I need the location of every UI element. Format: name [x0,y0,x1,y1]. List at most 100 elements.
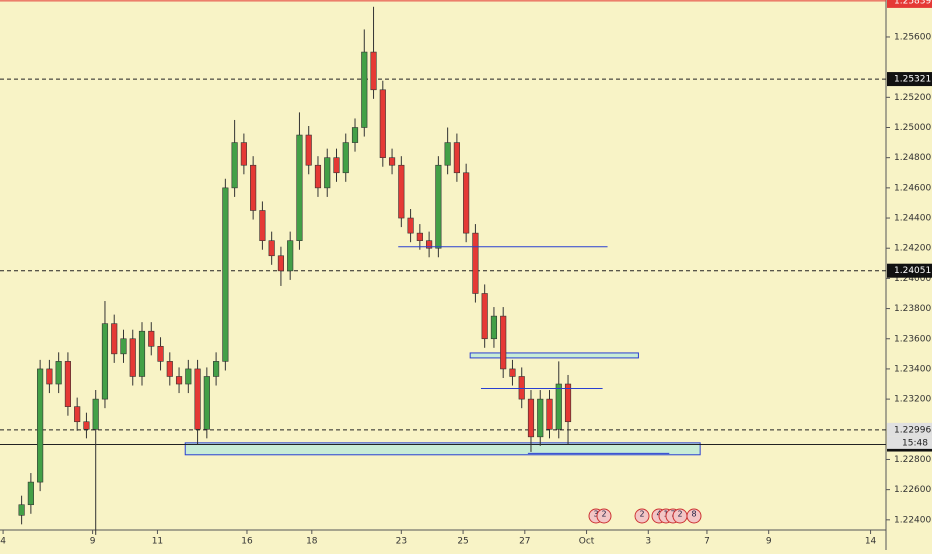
candle-body [453,142,460,174]
candle-body [546,398,553,430]
candle-body [277,255,285,272]
candle-body [314,164,322,189]
candle-body [287,240,294,272]
level-label: 1.25839 [894,0,931,6]
event-marker [634,508,650,524]
candle-body [268,240,275,257]
candle-body [55,361,62,385]
x-tick-label: 9 [766,537,772,547]
x-tick-label: 23 [396,537,407,547]
level-label-bg [887,0,932,8]
candle-body [101,323,109,400]
candle-body [64,361,71,407]
level-label: 1.25321 [894,75,931,85]
candle-body [129,338,136,377]
level-label: 1.24051 [894,266,931,276]
candle-body [111,323,118,355]
candle-body [370,51,377,91]
candle-body [213,361,220,377]
y-tick-label: 1.22600 [894,485,931,495]
event-label: 8 [691,510,696,519]
candle-body [74,406,81,423]
candle-body [500,315,507,370]
zone-box [469,352,639,359]
candle-body [138,330,146,377]
y-tick-label: 1.22800 [894,455,931,465]
candle-body [166,361,173,377]
candle-body [46,368,53,385]
candle-body [388,157,396,166]
y-tick-label: 1.24000 [894,274,931,284]
event-marker [686,508,702,524]
countdown: 15:48 [902,438,928,448]
candle-body [305,134,312,166]
candle-body [83,421,90,430]
candle-body [555,383,562,430]
x-tick-label: 25 [457,537,468,547]
candle-body [194,368,201,430]
y-tick-label: 1.23800 [894,304,931,314]
candle-body [537,398,544,438]
candle-body [120,338,127,355]
zone-box [184,442,701,456]
x-tick-label: Oct [579,537,595,547]
y-tick-label: 1.25600 [894,32,931,42]
candle-body [361,51,368,128]
x-tick-label: 27 [519,537,530,547]
event-marker [596,508,612,524]
x-tick-label: 14 [865,537,877,547]
y-tick-label: 1.24200 [894,244,931,254]
candle-body [407,217,414,234]
candle-body [509,368,516,377]
event-label: 2 [601,510,606,519]
candle-body [37,368,44,483]
candle-body [379,89,386,158]
candle-body [203,376,210,430]
candle-body [324,157,331,189]
level-label-bg [887,72,932,87]
x-tick-label: 4 [0,537,6,547]
candle-body [231,142,238,189]
candle-body [416,232,423,241]
x-tick-label: 9 [90,537,96,547]
candle-body [185,368,192,385]
candle-body [92,398,99,430]
candle-body [148,330,155,347]
level-label: 1.22996 [894,425,931,435]
y-tick-label: 1.24400 [894,214,931,224]
y-tick-label: 1.24600 [894,183,931,193]
candle-body [518,376,525,400]
candle-body [250,164,257,211]
x-tick-label: 16 [241,537,253,547]
candle-body [222,187,229,362]
y-tick-label: 1.23200 [894,395,931,405]
event-label: 2 [677,510,682,519]
candle-body [444,142,451,166]
y-tick-label: 1.23400 [894,364,931,374]
candle-body [333,157,340,174]
candle-body [527,398,535,438]
candle-body [463,172,470,234]
candle-body [351,127,359,143]
candle-body [240,142,247,166]
y-tick-label: 1.25200 [894,93,931,103]
x-tick-label: 11 [152,537,163,547]
candle-body [175,376,183,385]
level-label-bg [887,422,932,437]
candle-body [564,383,572,423]
candle-body [342,142,349,174]
x-tick-label: 7 [704,537,710,547]
x-tick-label: 3 [645,537,651,547]
candle-body [472,232,479,294]
y-tick-label: 1.24800 [894,153,931,163]
candle-body [426,240,433,249]
event-label: 2 [639,510,644,519]
candle-body [259,210,266,241]
level-label-bg [887,263,932,278]
y-tick-label: 1.22400 [894,515,931,525]
y-tick-label: 1.23600 [894,334,931,344]
event-label: 3 [593,510,598,519]
